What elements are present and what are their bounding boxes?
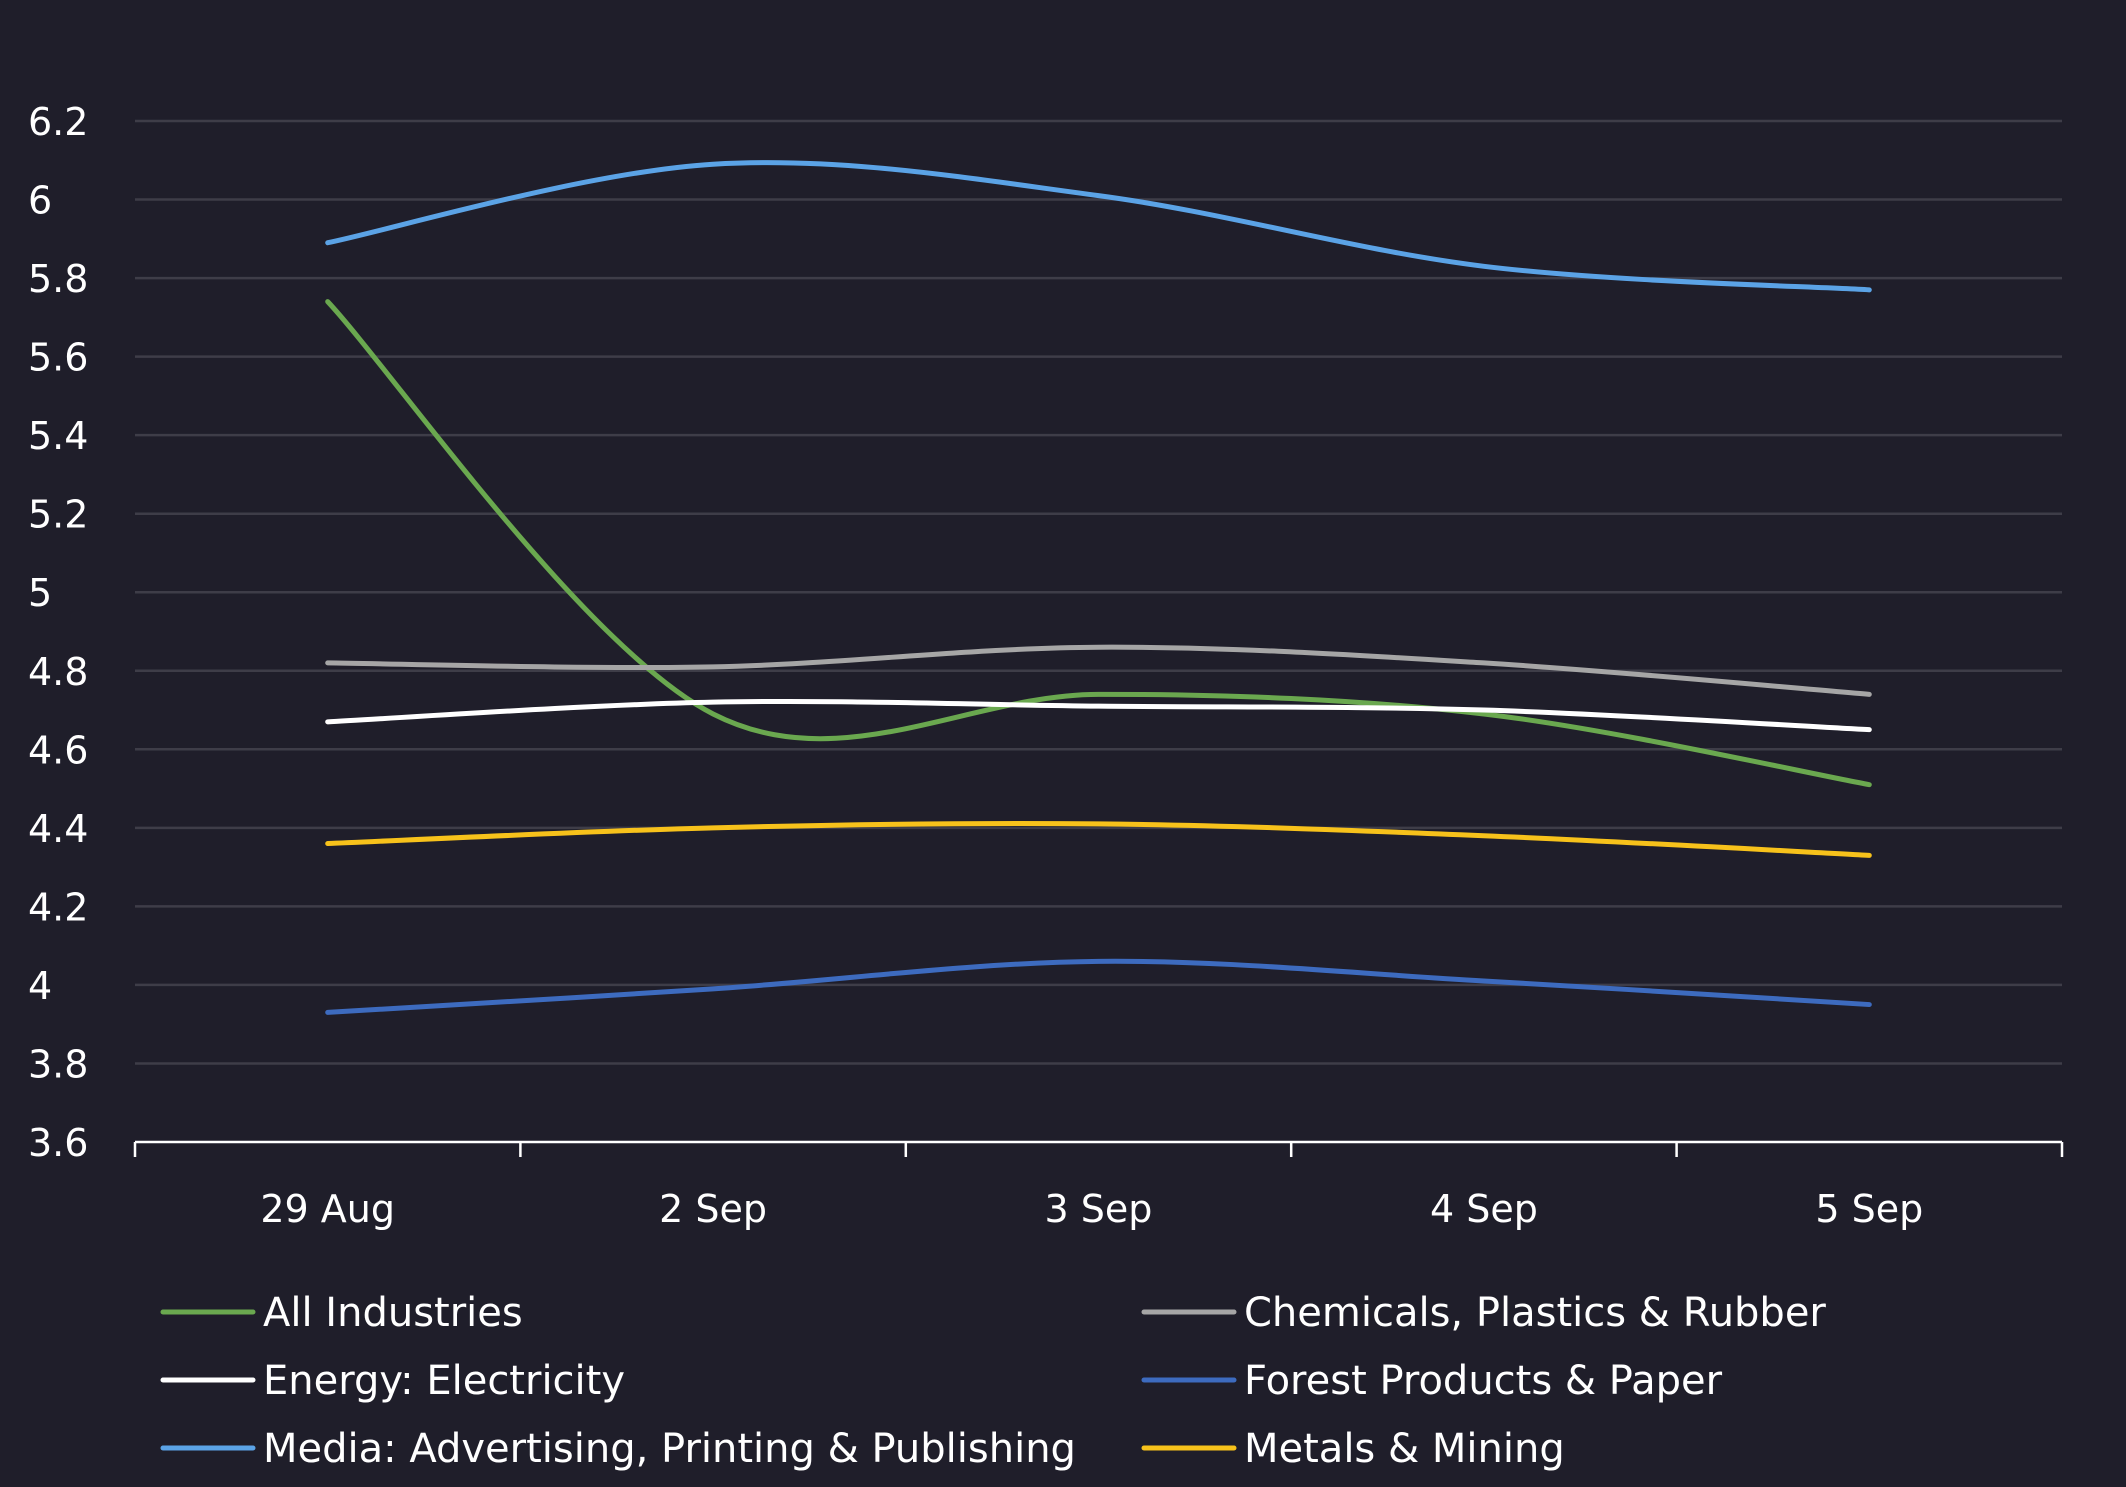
legend-label: All Industries [263,1290,523,1336]
legend-item: Chemicals, Plastics & Rubber [1141,1290,1826,1336]
legend-label: Media: Advertising, Printing & Publishin… [263,1426,1076,1472]
y-tick-label: 4.6 [28,728,88,772]
y-tick-label: 4.4 [28,807,88,851]
y-tick-label: 4.2 [28,885,88,929]
legend-label: Chemicals, Plastics & Rubber [1244,1290,1826,1336]
series-line-1 [325,644,1872,697]
x-tick-label: 4 Sep [1430,1187,1538,1231]
series-line-4 [325,160,1872,293]
x-tick-label: 2 Sep [659,1187,767,1231]
y-tick-label: 5.4 [28,414,88,458]
series-line-5 [325,821,1872,858]
legend-item: All Industries [160,1290,523,1336]
legend: All Industries Chemicals, Plastics & Rubb… [160,1290,1826,1472]
y-tick-label: 5.6 [28,336,88,380]
legend-label: Metals & Mining [1244,1426,1565,1472]
series-lines [325,160,1872,1015]
y-tick-label: 5.8 [28,257,88,301]
y-tick-label: 5 [28,571,52,615]
legend-item: Energy: Electricity [160,1358,625,1404]
legend-label: Energy: Electricity [263,1358,625,1404]
gridlines [135,119,2062,1065]
legend-label: Forest Products & Paper [1244,1358,1723,1404]
legend-item: Media: Advertising, Printing & Publishin… [160,1426,1076,1472]
y-tick-label: 3.8 [28,1042,88,1086]
y-tick-label: 6 [28,179,52,223]
series-line-2 [325,698,1872,733]
x-tick-label: 29 Aug [260,1187,395,1231]
legend-item: Forest Products & Paper [1141,1358,1723,1404]
y-axis-tick-labels: 3.6 3.8 4 4.2 4.4 4.6 4.8 5 5.2 5.4 5.6 5.8 6 6.2 [28,100,88,1165]
legend-item: Metals & Mining [1141,1426,1565,1472]
y-tick-label: 4.8 [28,650,88,694]
x-tick-label: 3 Sep [1045,1187,1153,1231]
series-line-0 [325,299,1872,788]
x-tick-label: 5 Sep [1815,1187,1923,1231]
y-tick-label: 3.6 [28,1121,88,1165]
y-tick-label: 5.2 [28,493,88,537]
x-axis: 29 Aug 2 Sep 3 Sep 4 Sep 5 Sep [133,1140,2064,1231]
series-line-3 [325,958,1872,1015]
y-tick-label: 4 [28,964,52,1008]
y-tick-label: 6.2 [28,100,88,144]
